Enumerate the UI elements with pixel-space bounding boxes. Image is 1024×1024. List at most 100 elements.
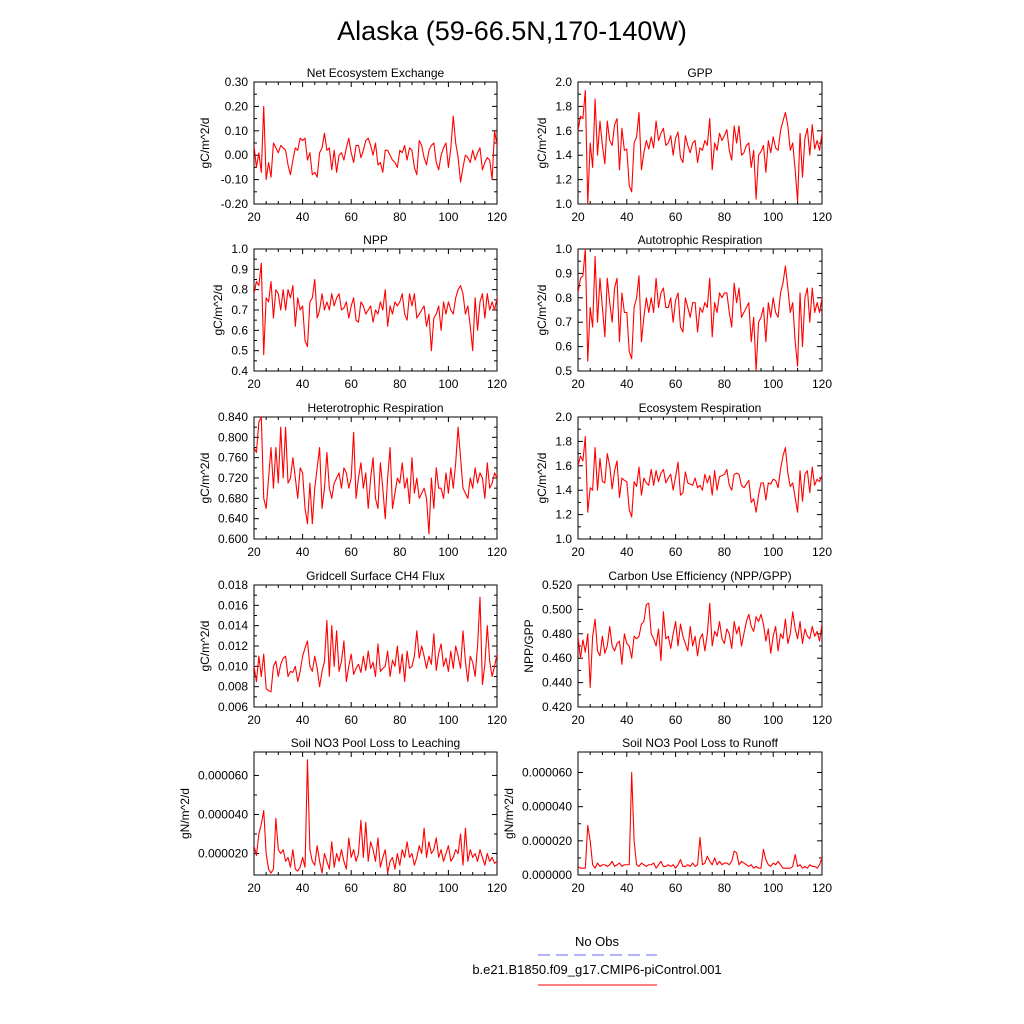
y-axis-label: gC/m^2/d — [211, 285, 225, 336]
y-tick-label: 0.016 — [218, 598, 248, 612]
y-tick-label: 0.600 — [218, 532, 248, 546]
y-tick-label: 1.2 — [555, 508, 572, 522]
x-tick-label: 120 — [487, 713, 507, 727]
x-tick-label: 120 — [812, 881, 832, 895]
y-tick-label: 1.8 — [555, 434, 572, 448]
y-axis-label: NPP/GPP — [522, 619, 536, 672]
x-tick-label: 60 — [669, 881, 683, 895]
y-tick-label: 0.000060 — [198, 768, 248, 782]
x-tick-label: 60 — [345, 713, 359, 727]
x-tick-label: 60 — [345, 881, 359, 895]
y-tick-label: 1.4 — [555, 483, 572, 497]
panel-4: 20 40 60 80 100 120 0.600 0.640 0.680 0.720 0.760 0… — [198, 401, 507, 559]
y-tick-label: 0.000060 — [522, 766, 572, 780]
panel-title: Carbon Use Efficiency (NPP/GPP) — [608, 569, 791, 583]
y-tick-label: 0.7 — [555, 315, 572, 329]
series-line — [254, 105, 497, 183]
panel-3: 20 40 60 80 100 120 0.5 0.6 0.7 0.8 0.9 1.0 Autotrop… — [535, 233, 832, 391]
series-line — [578, 602, 822, 689]
y-tick-label: 0.000040 — [198, 807, 248, 821]
y-tick-label: 0.5 — [555, 364, 572, 378]
y-tick-label: 0.4 — [231, 364, 248, 378]
series-line — [254, 262, 497, 356]
series-line — [254, 417, 497, 535]
x-tick-label: 20 — [247, 545, 261, 559]
series-line — [578, 435, 822, 518]
y-tick-label: 1.0 — [555, 242, 572, 256]
panels: 20 40 60 80 100 120 -0.20 -0.10 0.00 0.10 0.20 0.30… — [178, 66, 832, 895]
series-line — [578, 89, 822, 204]
y-tick-label: 0.010 — [218, 659, 248, 673]
y-tick-label: 0.000020 — [198, 847, 248, 861]
y-axis-label: gN/m^2/d — [178, 788, 192, 839]
panel-title: Soil NO3 Pool Loss to Runoff — [622, 736, 779, 750]
series-line — [254, 596, 497, 693]
y-tick-label: 0.9 — [231, 262, 248, 276]
y-tick-label: 1.4 — [555, 148, 572, 162]
panel-6: 20 40 60 80 100 120 0.006 0.008 0.010 0.012 0.014 0… — [198, 569, 507, 727]
x-tick-label: 120 — [487, 210, 507, 224]
x-tick-label: 20 — [247, 377, 261, 391]
x-tick-label: 100 — [438, 881, 458, 895]
x-tick-label: 80 — [393, 545, 407, 559]
x-tick-label: 80 — [718, 210, 732, 224]
x-tick-label: 40 — [296, 545, 310, 559]
legend-label-no-obs: No Obs — [575, 934, 620, 949]
y-tick-label: 2.0 — [555, 75, 572, 89]
x-tick-label: 100 — [438, 210, 458, 224]
y-tick-label: 1.0 — [555, 532, 572, 546]
x-tick-label: 60 — [345, 545, 359, 559]
plot-frame — [577, 81, 823, 205]
panel-title: Ecosystem Respiration — [639, 401, 762, 415]
x-tick-label: 80 — [718, 713, 732, 727]
x-tick-label: 60 — [669, 210, 683, 224]
x-tick-label: 120 — [812, 210, 832, 224]
y-tick-label: 0.000020 — [522, 834, 572, 848]
x-tick-label: 20 — [247, 881, 261, 895]
x-tick-label: 40 — [620, 545, 634, 559]
x-tick-label: 80 — [393, 881, 407, 895]
x-tick-label: 40 — [620, 881, 634, 895]
panel-title: NPP — [363, 233, 388, 247]
y-tick-label: 0.000000 — [522, 868, 572, 882]
y-tick-label: 0.018 — [218, 578, 248, 592]
y-tick-label: 0.840 — [218, 410, 248, 424]
panel-title: Heterotrophic Respiration — [307, 401, 443, 415]
y-tick-label: 0.20 — [225, 99, 249, 113]
y-tick-label: 0.9 — [555, 266, 572, 280]
y-tick-label: 0.420 — [542, 700, 572, 714]
y-tick-label: 0.640 — [218, 512, 248, 526]
y-axis-label: gC/m^2/d — [198, 453, 212, 504]
panel-1: 20 40 60 80 100 120 1.0 1.2 1.4 1.6 1.8 2.0 GPP gC/m^… — [535, 66, 832, 224]
x-tick-label: 100 — [438, 377, 458, 391]
x-tick-label: 60 — [669, 545, 683, 559]
y-tick-label: 0.000040 — [522, 800, 572, 814]
x-tick-label: 100 — [763, 881, 783, 895]
y-tick-label: 1.0 — [555, 197, 572, 211]
x-tick-label: 100 — [763, 377, 783, 391]
y-tick-label: 0.5 — [231, 344, 248, 358]
panel-2: 20 40 60 80 100 120 0.4 0.5 0.6 0.7 0.8 0.9 1.0 NPP gC… — [211, 233, 507, 391]
x-tick-label: 120 — [487, 377, 507, 391]
x-tick-label: 20 — [571, 210, 585, 224]
y-axis-label: gC/m^2/d — [198, 118, 212, 169]
x-tick-label: 100 — [763, 713, 783, 727]
x-tick-label: 120 — [487, 545, 507, 559]
panel-9: 20 40 60 80 100 120 0.000000 0.000020 0.000040 0.… — [502, 736, 832, 895]
x-tick-label: 60 — [669, 713, 683, 727]
x-tick-label: 40 — [620, 210, 634, 224]
x-tick-label: 40 — [296, 881, 310, 895]
plot-frame — [577, 584, 823, 708]
y-tick-label: 0.10 — [225, 124, 249, 138]
x-tick-label: 40 — [620, 377, 634, 391]
y-tick-label: -0.20 — [221, 197, 249, 211]
x-tick-label: 80 — [393, 210, 407, 224]
x-tick-label: 120 — [812, 377, 832, 391]
y-tick-label: 2.0 — [555, 410, 572, 424]
panel-0: 20 40 60 80 100 120 -0.20 -0.10 0.00 0.10 0.20 0.30… — [198, 66, 507, 224]
figure-title: Alaska (59-66.5N,170-140W) — [337, 16, 687, 46]
y-tick-label: 0.6 — [231, 323, 248, 337]
legend: No Obs b.e21.B1850.f09_g17.CMIP6-piContr… — [472, 934, 722, 986]
y-tick-label: 1.6 — [555, 124, 572, 138]
